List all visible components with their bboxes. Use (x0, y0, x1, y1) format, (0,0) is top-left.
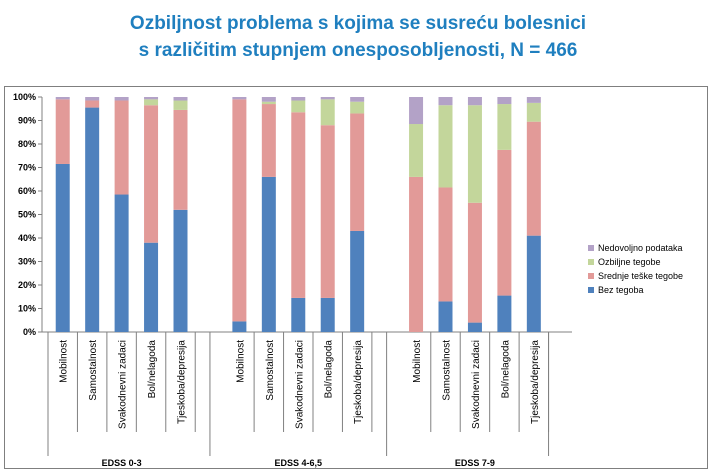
y-tick-label: 10% (18, 304, 36, 314)
bar-segment (467, 202, 482, 323)
x-category-label: Samostalnost (442, 340, 453, 401)
bar-segment (409, 176, 424, 332)
x-group-label: EDSS 4-6,5 (275, 458, 323, 468)
x-category-label: Tjeskoba/depresija (530, 340, 541, 424)
y-tick-label: 80% (18, 139, 36, 149)
bar-segment (467, 105, 482, 203)
legend-label: Srednje teške tegobe (598, 271, 683, 281)
bar-segment (467, 97, 482, 106)
bar-segment (438, 97, 453, 106)
x-category-label: Bol/nelagoda (324, 340, 335, 399)
y-tick-label: 50% (18, 210, 36, 220)
bar-segment (114, 100, 129, 195)
x-group-label: EDSS 0-3 (102, 458, 142, 468)
bar-segment (114, 194, 129, 332)
x-category-label: Svakodnevni zadaci (118, 340, 129, 429)
x-category-label: Svakodnevni zadaci (471, 340, 482, 429)
bar-segment (55, 99, 70, 164)
bar-segment (350, 97, 365, 102)
bar-segment (85, 107, 100, 332)
bar-segment (438, 187, 453, 302)
y-tick-label: 20% (18, 280, 36, 290)
x-category-label: Mobilnost (59, 340, 70, 383)
bar-segment (497, 295, 512, 332)
bar-segment (291, 297, 306, 332)
bar-segment (320, 297, 335, 332)
bar-segment (497, 149, 512, 296)
x-category-label: Svakodnevni zadaci (294, 340, 305, 429)
y-tick-label: 100% (13, 92, 36, 102)
bar-segment (173, 100, 188, 110)
bar-segment (232, 321, 247, 332)
bar-segment (261, 97, 276, 102)
bar-segment (291, 97, 306, 101)
x-category-label: Bol/nelagoda (147, 340, 158, 399)
bar-segment (409, 97, 424, 125)
x-group-label: EDSS 7-9 (455, 458, 495, 468)
bar-segment (320, 125, 335, 298)
bar-segment (261, 104, 276, 177)
bar-segment (526, 121, 541, 236)
x-category-label: Tjeskoba/depresija (177, 340, 188, 424)
bar-segment (409, 124, 424, 177)
x-category-label: Bol/nelagoda (500, 340, 511, 399)
y-tick-label: 70% (18, 163, 36, 173)
bar-segment (467, 322, 482, 332)
bar-segment (320, 99, 335, 126)
y-tick-label: 90% (18, 116, 36, 126)
legend-swatch (588, 273, 594, 279)
x-category-label: Samostalnost (265, 340, 276, 401)
y-tick-label: 60% (18, 186, 36, 196)
bar-segment (232, 97, 247, 100)
x-category-label: Samostalnost (88, 340, 99, 401)
y-tick-label: 40% (18, 233, 36, 243)
bar-segment (438, 105, 453, 188)
bar-segment (173, 97, 188, 101)
x-category-label: Tjeskoba/depresija (353, 340, 364, 424)
legend-label: Bez tegoba (598, 285, 644, 295)
x-category-label: Mobilnost (412, 340, 423, 383)
bar-segment (85, 97, 100, 101)
legend-label: Ozbiljne tegobe (598, 257, 661, 267)
bar-segment (114, 97, 129, 101)
bar-segment (144, 97, 159, 100)
bar-segment (438, 301, 453, 332)
bar-segment (55, 163, 70, 332)
chart-title-line-2: s različitim stupnjem onesposobljenosti,… (138, 40, 578, 61)
bar-segment (232, 99, 247, 322)
bar-segment (261, 176, 276, 332)
bar-segment (85, 100, 100, 108)
legend-swatch (588, 245, 594, 251)
legend-label: Nedovoljno podataka (598, 243, 683, 253)
bar-segment (497, 104, 512, 150)
bar-segment (526, 235, 541, 332)
chart-title-line-1: Ozbiljnost problema s kojima se susreću … (129, 13, 587, 34)
y-tick-label: 30% (18, 257, 36, 267)
bar-segment (144, 105, 159, 243)
bar-segment (144, 99, 159, 106)
bar-segment (55, 97, 70, 100)
bar-segment (320, 97, 335, 100)
legend-swatch (588, 259, 594, 265)
bar-segment (526, 97, 541, 103)
bar-segment (350, 230, 365, 332)
bar-segment (173, 209, 188, 332)
bar-segment (173, 109, 188, 210)
legend-swatch (588, 287, 594, 293)
x-category-label: Mobilnost (235, 340, 246, 383)
bar-segment (350, 101, 365, 114)
bar-segment (291, 100, 306, 113)
chart-frame (4, 86, 708, 469)
y-tick-label: 0% (23, 327, 36, 337)
bar-segment (291, 112, 306, 298)
bar-segment (526, 102, 541, 122)
bar-segment (350, 113, 365, 231)
bar-segment (144, 242, 159, 332)
bar-segment (497, 97, 512, 105)
bar-segment (261, 101, 276, 105)
